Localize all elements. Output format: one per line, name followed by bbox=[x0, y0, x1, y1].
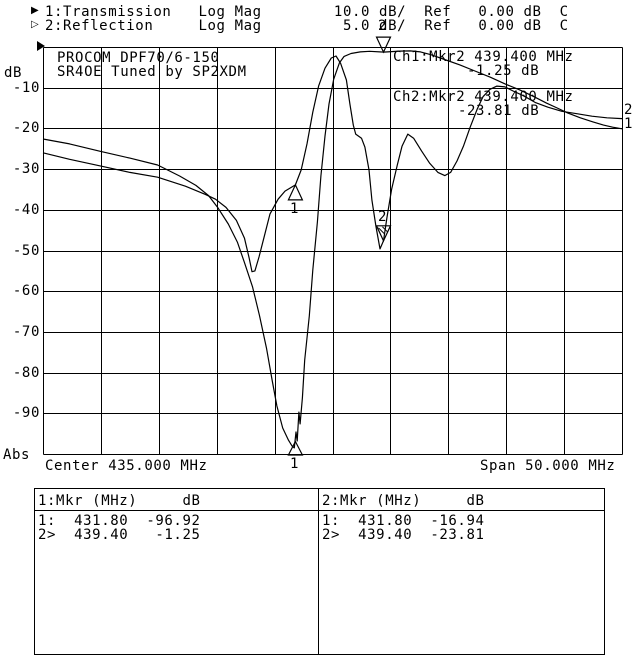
plot-annotation-tuning: SR4OE Tuned by SP2XDM bbox=[57, 64, 247, 80]
trace1-end-label: 1 bbox=[624, 116, 634, 132]
marker-table-row: 1: 431.80 -16.94 bbox=[322, 513, 485, 529]
marker-table-panel2-header: 2:Mkr (MHz) dB bbox=[322, 493, 485, 509]
marker2-ch2-label: 2 bbox=[378, 209, 388, 225]
y-tick: -30 bbox=[12, 161, 40, 177]
y-tick: -50 bbox=[12, 243, 40, 259]
readout-ch2-marker-value: -23.81 dB bbox=[458, 103, 540, 119]
channel2-active-icon: ▷ bbox=[31, 19, 39, 30]
y-tick: -10 bbox=[12, 80, 40, 96]
marker1-axis-label: 1 bbox=[290, 456, 300, 472]
marker-table-row: 2> 439.40 -1.25 bbox=[38, 527, 201, 543]
trace-start-icon bbox=[37, 41, 45, 51]
marker-2-ch1-icon bbox=[375, 36, 392, 54]
readout-ch1-marker: Ch1:Mkr2 439.400 MHz bbox=[393, 49, 574, 65]
marker-2-ch2-icon bbox=[375, 225, 392, 243]
marker-table-panel1-header: 1:Mkr (MHz) dB bbox=[38, 493, 201, 509]
marker-table-border bbox=[34, 488, 605, 655]
y-tick: -80 bbox=[12, 365, 40, 381]
trace2-end-label: 2 bbox=[624, 102, 634, 118]
trace-transmission bbox=[42, 50, 623, 449]
marker2-ch1-label: 2 bbox=[378, 18, 388, 34]
header-channel2-line: 2:Reflection Log Mag 5.0 dB/ Ref 0.00 dB… bbox=[45, 18, 569, 34]
marker-1-ch2-icon bbox=[287, 183, 304, 201]
marker1-ch2-label: 1 bbox=[290, 201, 300, 217]
channel1-active-icon: ▶ bbox=[31, 5, 39, 16]
x-axis-center-label: Center 435.000 MHz bbox=[45, 458, 208, 474]
x-axis-span-label: Span 50.000 MHz bbox=[480, 458, 616, 474]
y-tick: -60 bbox=[12, 283, 40, 299]
marker-table-row: 2> 439.40 -23.81 bbox=[322, 527, 485, 543]
y-tick: -70 bbox=[12, 324, 40, 340]
marker-1-ch1-icon bbox=[287, 440, 304, 456]
readout-ch2-marker: Ch2:Mkr2 439.400 MHz bbox=[393, 89, 574, 105]
y-tick: -90 bbox=[12, 405, 40, 421]
readout-ch1-marker-value: -1.25 dB bbox=[467, 63, 540, 79]
y-tick: -20 bbox=[12, 120, 40, 136]
header-channel1-line: 1:Transmission Log Mag 10.0 dB/ Ref 0.00… bbox=[45, 4, 569, 20]
trace-reflection bbox=[42, 55, 623, 273]
marker-table-row: 1: 431.80 -96.92 bbox=[38, 513, 201, 529]
plot-annotation-model: PROCOM DPF70/6-150 bbox=[57, 50, 220, 66]
y-axis-unit-label: dB bbox=[4, 65, 23, 81]
y-axis-bottom-label: Abs bbox=[3, 447, 31, 463]
y-tick: -40 bbox=[12, 202, 40, 218]
